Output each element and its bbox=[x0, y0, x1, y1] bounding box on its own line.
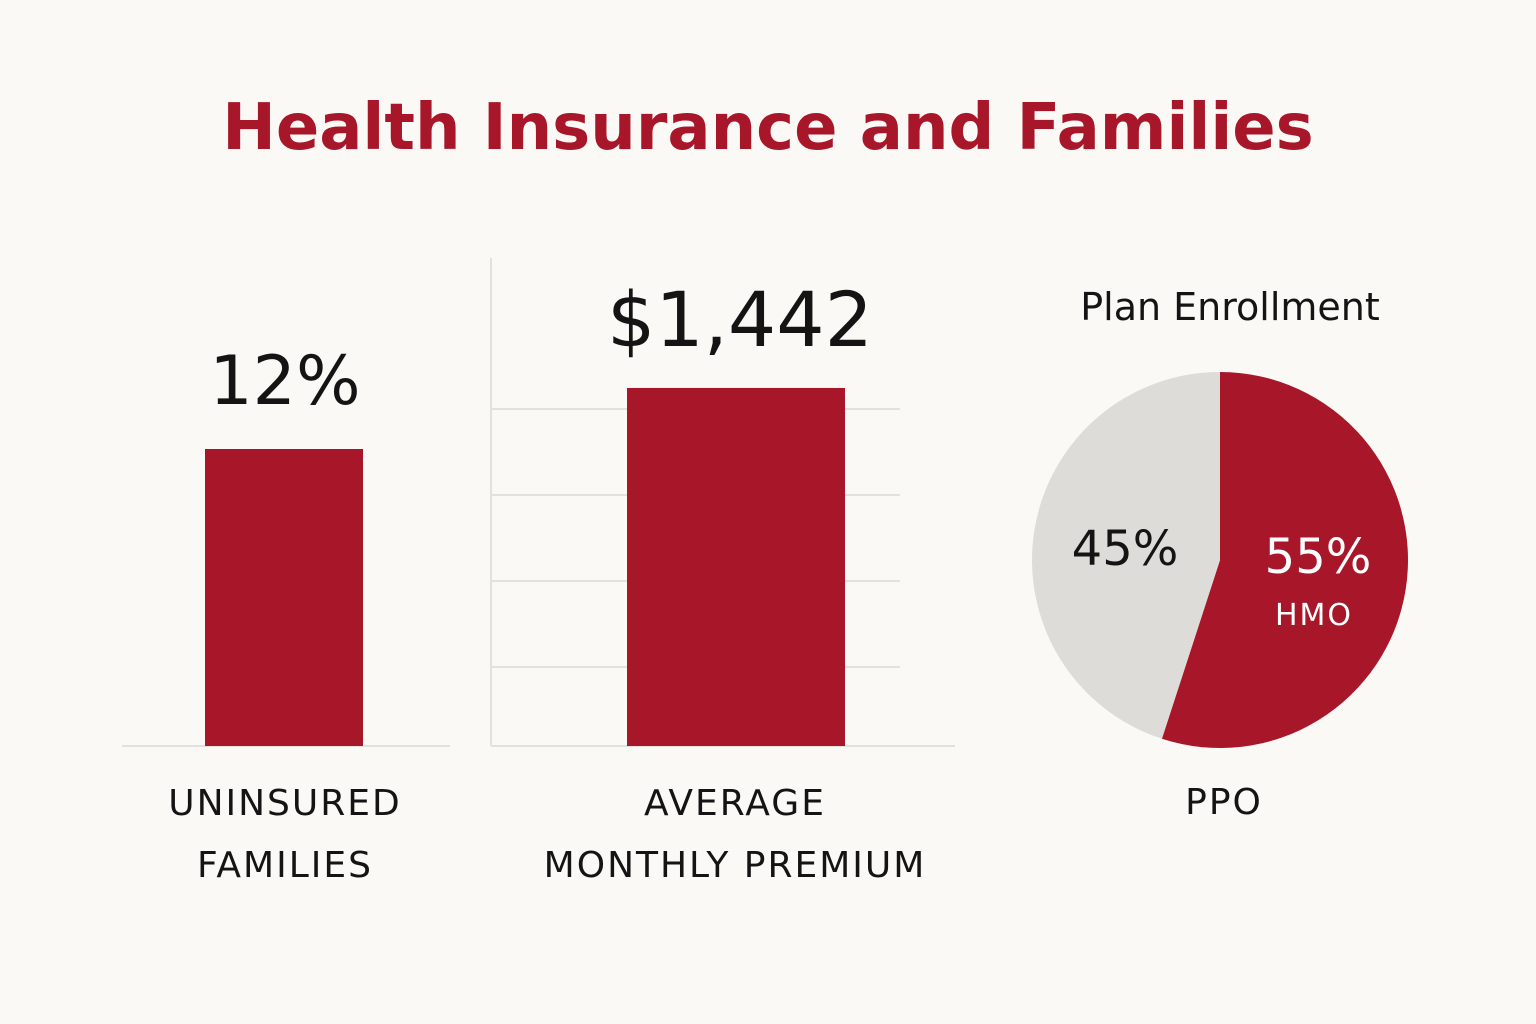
pie-footer-label: PPO bbox=[1185, 782, 1263, 823]
chart-title: Health Insurance and Families bbox=[222, 91, 1314, 165]
premium-bar bbox=[627, 387, 845, 746]
uninsured-category-label: UNINSURED FAMILIES bbox=[90, 773, 480, 897]
pie-title: Plan Enrollment bbox=[1080, 285, 1380, 329]
premium-category-label: AVERAGE MONTHLY PREMIUM bbox=[500, 773, 970, 897]
pie-slice-hmo bbox=[1161, 372, 1408, 748]
hmo-name-label: HMO bbox=[1275, 598, 1353, 633]
premium-label-line-2: MONTHLY PREMIUM bbox=[543, 845, 927, 886]
uninsured-label-line-2: FAMILIES bbox=[197, 845, 373, 886]
premium-label-line-1: AVERAGE bbox=[644, 783, 826, 824]
uninsured-bar bbox=[205, 449, 363, 746]
premium-value-label: $1,442 bbox=[607, 275, 873, 364]
ppo-percent-label: 45% bbox=[1072, 521, 1179, 577]
hmo-percent-label: 55% bbox=[1265, 529, 1372, 585]
pie-slice-ppo bbox=[1031, 372, 1220, 739]
uninsured-label-line-1: UNINSURED bbox=[168, 783, 402, 824]
uninsured-value-label: 12% bbox=[209, 342, 361, 421]
